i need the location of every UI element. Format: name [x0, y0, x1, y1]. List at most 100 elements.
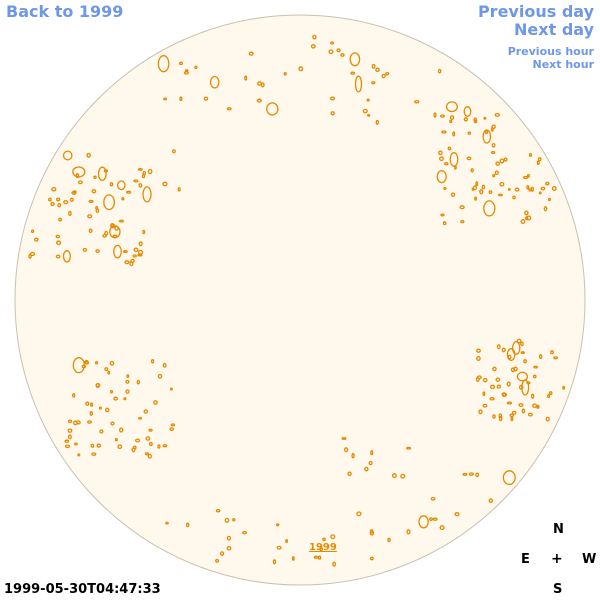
sunspot-mark: [113, 396, 118, 401]
sunspot-mark: [150, 358, 155, 364]
sunspot-mark: [232, 518, 236, 522]
sunspot-mark: [69, 197, 74, 202]
sunspot-mark: [125, 389, 130, 394]
sunspot-mark: [473, 117, 478, 122]
sunspot-mark: [194, 65, 198, 70]
sunspot-mark: [86, 152, 91, 158]
compass-south: S: [553, 582, 563, 597]
sunspot-marks: [28, 34, 566, 567]
sunspot-mark: [109, 360, 115, 366]
sunspot-mark: [527, 412, 533, 417]
sunspot-mark: [385, 71, 390, 76]
timestamp: 1999-05-30T04:47:33: [4, 582, 161, 597]
sunspot-mark: [489, 384, 496, 390]
sunspot-mark: [463, 117, 469, 122]
sunspot-mark: [476, 348, 481, 353]
sunspot-mark: [170, 423, 176, 427]
back-to-year-link[interactable]: Back to 1999: [6, 2, 124, 21]
sunspot-mark: [144, 452, 150, 456]
sunspot-mark: [470, 168, 474, 173]
sunspot-mark: [72, 357, 85, 374]
sunspot-mark: [133, 247, 139, 253]
sunspot-mark: [30, 229, 35, 233]
sunspot-mark: [497, 193, 503, 197]
sunspot-mark: [506, 401, 513, 405]
sunspot-mark: [319, 546, 323, 552]
sunspot-mark: [112, 234, 118, 238]
sunspot-mark: [72, 393, 76, 398]
sunspot-mark: [351, 453, 355, 459]
sunspot-mark: [276, 545, 282, 550]
next-day-link[interactable]: Next day: [514, 20, 594, 39]
next-hour-link[interactable]: Next hour: [532, 58, 595, 71]
sunspot-mark: [203, 96, 209, 101]
sunspot-mark: [509, 413, 515, 418]
sunspot-mark: [483, 200, 496, 217]
sunspot-mark: [165, 521, 169, 525]
sunspot-mark: [506, 381, 511, 387]
sunspot-mark: [99, 429, 104, 434]
sunspot-mark: [520, 218, 526, 225]
sunspot-mark: [367, 113, 371, 117]
sunspot-mark: [169, 387, 173, 391]
sunspot-mark: [507, 354, 512, 360]
sunspot-mark: [536, 160, 540, 166]
sunspot-mark: [157, 373, 163, 379]
sunspot-mark: [58, 217, 62, 222]
sunspot-mark: [476, 356, 481, 361]
sunspot-mark: [171, 149, 176, 154]
sunspot-mark: [310, 43, 316, 49]
sunspot-mark: [478, 409, 483, 415]
sunspot-mark: [499, 181, 505, 187]
sunspot-mark: [56, 240, 62, 246]
previous-day-link[interactable]: Previous day: [477, 2, 594, 21]
sunspot-mark: [177, 187, 181, 192]
sunspot-mark: [525, 216, 529, 221]
sunspot-mark: [507, 187, 511, 191]
sunspot-mark: [520, 341, 524, 347]
sunspot-mark: [91, 189, 97, 194]
sunspot-mark: [439, 525, 445, 531]
sunspot-mark: [97, 166, 107, 182]
sunspot-mark: [475, 181, 479, 187]
sunspot-mark: [436, 169, 447, 184]
sunspot-mark: [215, 508, 221, 513]
sunspot-mark: [336, 48, 341, 53]
sunspot-mark: [368, 460, 373, 466]
sunspot-mark: [460, 219, 465, 224]
sunspot-mark: [370, 450, 374, 456]
sunspot-mark: [138, 416, 142, 420]
sunspot-mark: [440, 114, 445, 118]
sunspot-mark: [256, 98, 262, 103]
year-link[interactable]: 1999: [309, 542, 337, 553]
sunspot-mark: [551, 185, 557, 191]
sunspot-mark: [322, 537, 326, 542]
sunspot-mark: [362, 108, 368, 114]
sunspot-mark: [462, 472, 468, 476]
previous-hour-link[interactable]: Previous hour: [507, 45, 594, 58]
sunspot-mark: [472, 185, 478, 191]
sunspot-mark: [371, 81, 376, 85]
sunspot-mark: [109, 389, 114, 394]
sunspot-mark: [179, 96, 183, 102]
sunspot-mark: [524, 210, 529, 216]
sunspot-mark: [62, 150, 73, 161]
sunspot-mark: [104, 407, 110, 413]
sunspot-mark: [122, 249, 128, 254]
sunspot-mark: [74, 442, 78, 446]
compass-east: E: [521, 552, 530, 567]
sunspot-mark: [449, 115, 455, 121]
sunspot-mark: [113, 244, 122, 259]
sunspot-mark: [482, 391, 486, 397]
compass-north: N: [553, 522, 564, 537]
sunspot-mark: [482, 129, 492, 144]
sunspot-mark: [356, 511, 362, 517]
sunspot-mark: [132, 254, 137, 258]
sunspot-mark: [489, 397, 495, 401]
sunspot-mark: [330, 111, 335, 116]
sunspot-mark: [483, 116, 487, 120]
sunspot-mark: [444, 162, 449, 166]
sunspot-mark: [110, 421, 115, 426]
sunspot-mark: [547, 197, 551, 202]
sunspot-mark: [62, 250, 71, 263]
